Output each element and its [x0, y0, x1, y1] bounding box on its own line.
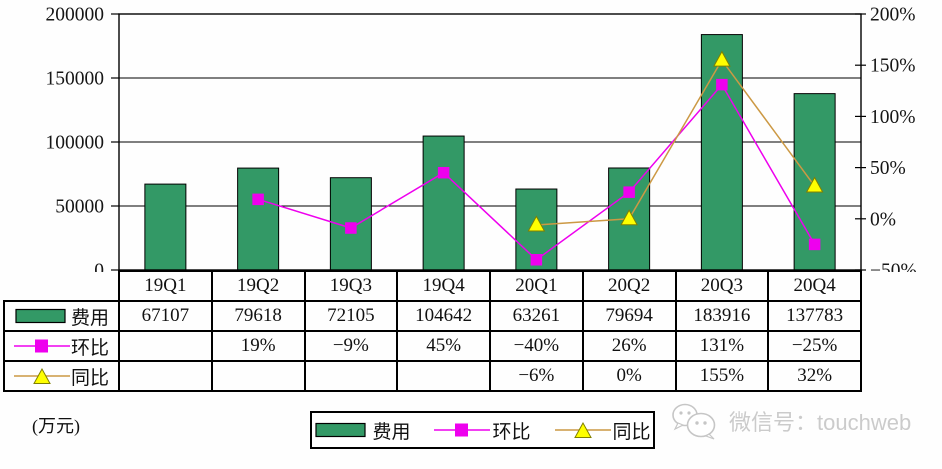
table-cell: [303, 360, 399, 392]
table-cell: 183916: [674, 300, 770, 332]
table-cell: 63261: [489, 300, 584, 332]
expense-bar: [700, 34, 743, 271]
table-cell: 67107: [118, 300, 213, 332]
right-axis-label: 100%: [870, 107, 916, 128]
quarter-header: 19Q4: [396, 270, 491, 302]
table-cell: −9%: [303, 330, 399, 362]
quarter-header: 19Q1: [118, 270, 213, 302]
table-cell: 45%: [396, 330, 491, 362]
series-name: 环比: [70, 337, 109, 359]
qoq-marker: [808, 238, 821, 251]
series-name: 同比: [70, 367, 109, 389]
table-cell: 32%: [767, 360, 862, 392]
expense-bar: [422, 135, 465, 271]
table-cell: 19%: [210, 330, 306, 362]
quarter-header: 19Q3: [303, 270, 399, 302]
right-axis-label: −50%: [870, 261, 917, 273]
quarter-header: 20Q4: [767, 270, 862, 302]
right-axis-label: 50%: [870, 158, 906, 179]
left-axis-label: 50000: [55, 197, 104, 218]
left-axis-label: 100000: [46, 133, 105, 154]
wechat-icon: [672, 403, 716, 440]
yoy-marker: [713, 50, 731, 67]
right-axis-label: 200%: [870, 5, 916, 26]
table-cell: 104642: [396, 300, 491, 332]
qoq-swatch-icon: [13, 339, 70, 353]
series-row-label: 同比: [3, 360, 120, 392]
table-cell: 72105: [303, 300, 399, 332]
unit-label: (万元): [32, 416, 80, 436]
legend-item: 费用: [314, 417, 410, 444]
table-cell: 137783: [767, 300, 862, 332]
table-cell: [396, 360, 491, 392]
legend-label: 费用: [372, 421, 411, 443]
watermark-text: 微信号：touchweb: [729, 410, 912, 435]
expense-swatch-icon: [15, 308, 66, 324]
yoy-marker: [805, 176, 824, 193]
qoq-marker: [530, 254, 543, 266]
expense-bar: [237, 167, 280, 271]
left-axis-label: 150000: [46, 69, 105, 90]
yoy-swatch-icon: [13, 367, 70, 384]
qoq-swatch-icon: [434, 423, 491, 437]
yoy-marker: [527, 215, 546, 232]
series-row-label-inner: 同比: [6, 363, 117, 389]
left-axis-label: 200000: [46, 5, 105, 26]
series-row-label: 环比: [3, 330, 120, 362]
watermark: 微信号：touchweb: [670, 400, 911, 442]
right-axis-label: 0%: [870, 209, 896, 230]
legend-label: 同比: [612, 421, 651, 443]
quarter-header: 20Q1: [489, 270, 584, 302]
expense-swatch-icon: [315, 422, 367, 438]
table-cell: 79618: [210, 300, 306, 332]
yoy-swatch-icon: [554, 421, 611, 438]
combo-chart: 0 50000 100000 150000 200000 −50% 0% 50% 100% 150…: [46, 5, 917, 273]
legend-item: 同比: [554, 417, 651, 444]
legend: 费用 环比 同比: [310, 411, 655, 449]
series-row-label-inner: 环比: [6, 333, 117, 359]
table-cell: 26%: [581, 330, 677, 362]
qoq-marker: [345, 222, 357, 234]
quarter-header: 20Q2: [581, 270, 677, 302]
quarter-header: 20Q3: [674, 270, 770, 302]
table-cell: −25%: [767, 330, 862, 362]
series-row-label: 费用: [3, 300, 120, 332]
qoq-marker: [252, 193, 264, 206]
qoq-marker: [437, 166, 450, 179]
yoy-marker: [620, 209, 638, 226]
legend-item: 环比: [434, 417, 531, 444]
table-cell: 155%: [674, 360, 770, 392]
table-cell: [118, 360, 213, 392]
table-cell: [210, 360, 306, 392]
right-axis-label: 150%: [870, 56, 916, 77]
data-table: 19Q1 19Q2 19Q3 19Q4 20Q1 20Q2 20Q3 20Q4 费用 67107 7…: [3, 270, 862, 392]
legend-label: 环比: [492, 421, 531, 443]
qoq-marker: [623, 186, 635, 198]
expense-bar: [144, 183, 187, 271]
table-cell: 131%: [674, 330, 770, 362]
left-axis-label: 0: [94, 261, 104, 273]
qoq-marker: [716, 78, 728, 91]
quarter-header: 19Q2: [210, 270, 306, 302]
yoy-line: [536, 58, 816, 226]
table-cell: 0%: [581, 360, 677, 392]
series-row-label-inner: 费用: [6, 303, 117, 329]
table-cell: 79694: [581, 300, 677, 332]
series-name: 费用: [70, 307, 109, 329]
table-cell: −6%: [489, 360, 584, 392]
table-cell: [118, 330, 213, 362]
table-cell: −40%: [489, 330, 584, 362]
table-corner: [4, 271, 119, 301]
